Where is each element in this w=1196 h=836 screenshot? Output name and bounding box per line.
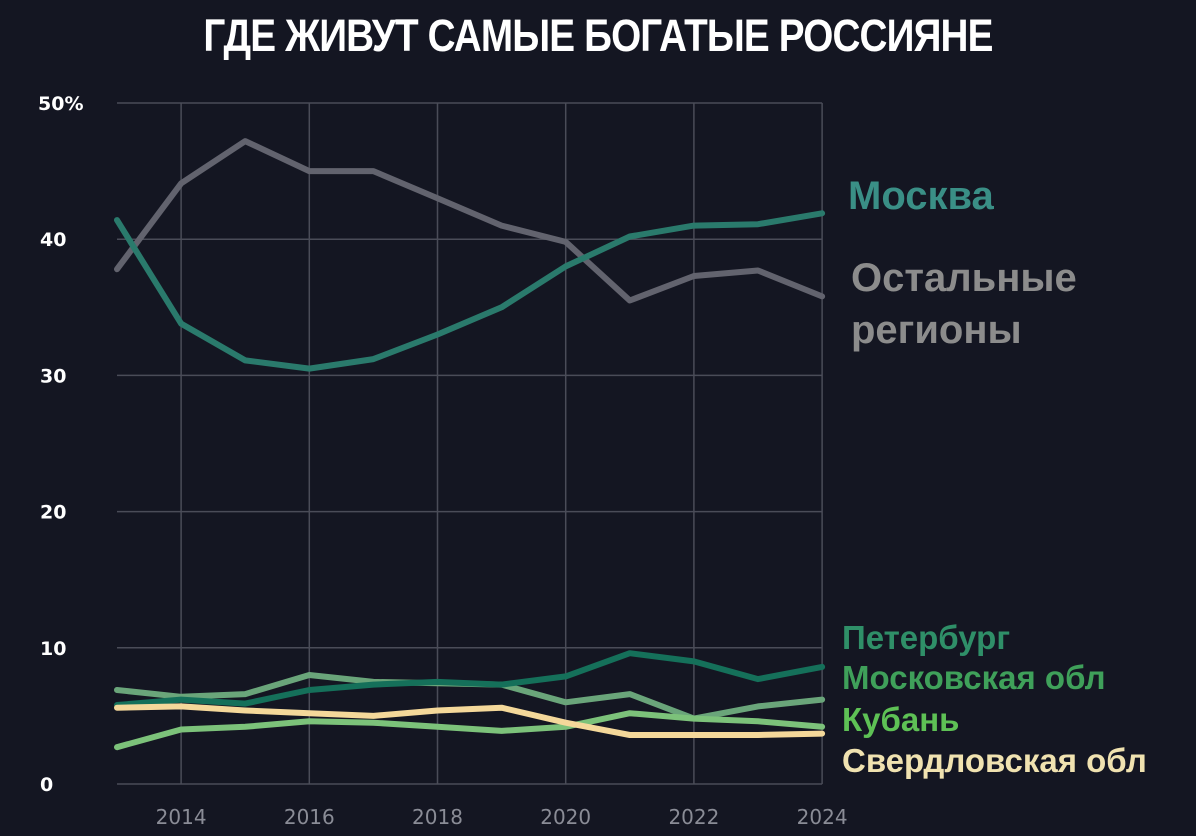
legend-others: Остальные регионы <box>851 252 1077 356</box>
y-axis: 0 10 20 30 40 50% <box>38 93 83 796</box>
series-line-1 <box>114 138 826 304</box>
legend-spb: Петербург <box>842 619 1011 656</box>
y-tick-label: 20 <box>40 502 66 524</box>
y-tick-label: 0 <box>40 774 53 796</box>
series-lines <box>114 138 826 751</box>
series-line-0 <box>114 210 826 372</box>
grid <box>117 102 823 785</box>
x-tick-label: 2020 <box>540 805 591 829</box>
x-tick-label: 2022 <box>668 805 719 829</box>
legend-others-line1: Остальные <box>851 256 1077 300</box>
legend-sverdlovsk: Свердловская обл <box>842 742 1147 779</box>
series-line-2 <box>114 650 826 708</box>
chart-title: ГДЕ ЖИВУТ САМЫЕ БОГАТЫЕ РОССИЯНЕ <box>203 10 993 61</box>
legend-mosobl: Московская обл <box>842 659 1106 696</box>
legend-others-line2: регионы <box>851 308 1022 352</box>
series-line-5 <box>114 703 826 738</box>
y-tick-label: 30 <box>40 365 66 387</box>
x-tick-label: 2018 <box>412 805 463 829</box>
y-tick-label: 10 <box>40 638 66 660</box>
y-tick-label: 50% <box>38 93 83 115</box>
x-axis: 2014 2016 2018 2020 2022 2024 <box>156 805 848 829</box>
x-tick-label: 2016 <box>284 805 335 829</box>
series-line-4 <box>114 710 826 751</box>
x-tick-label: 2024 <box>797 805 848 829</box>
y-tick-label: 40 <box>40 229 66 251</box>
x-tick-label: 2014 <box>156 805 207 829</box>
legend-moscow: Москва <box>848 174 994 218</box>
legend-kuban: Кубань <box>842 701 960 738</box>
